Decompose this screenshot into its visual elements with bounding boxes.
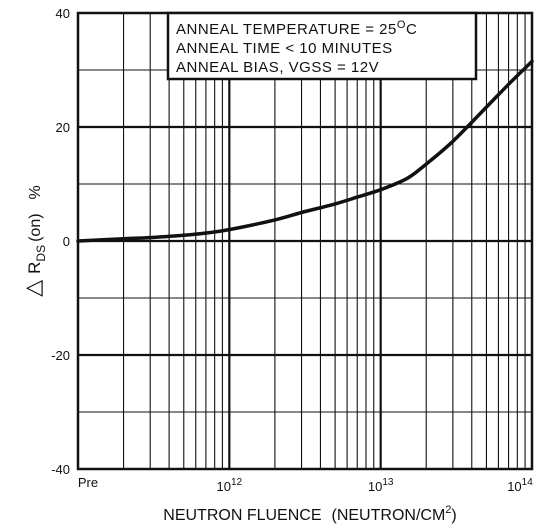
x-axis-title: NEUTRON FLUENCE (NEUTRON/CM2) (163, 504, 456, 524)
x-tick-label-pre: Pre (78, 475, 98, 490)
annotation-box-border (166, 11, 478, 81)
y-tick-label: 0 (63, 234, 70, 249)
annotation-box: ANNEAL TEMPERATURE = 25OC ANNEAL TIME < … (166, 11, 478, 81)
y-tick-label: -20 (51, 348, 70, 363)
x-tick-label: 1012 (217, 477, 243, 494)
delta-symbol: △ (20, 280, 45, 297)
y-tick-label: -40 (51, 462, 70, 477)
y-tick-label: 40 (56, 6, 70, 21)
x-tick-label: 1013 (368, 477, 394, 494)
series-layer (76, 59, 534, 243)
y-axis-title: △RDS(on)% (20, 185, 48, 297)
annotation-line-1: ANNEAL TEMPERATURE = 25OC (176, 19, 417, 38)
svg-text:△RDS(on)%: △RDS(on)% (20, 185, 48, 297)
annotation-line-3: ANNEAL BIAS, VGSS = 12V (176, 59, 379, 76)
tick-labels: 40 20 0 -20 -40 Pre 1012 1013 1014 (51, 6, 533, 494)
annotation-line-2: ANNEAL TIME < 10 MINUTES (176, 40, 393, 57)
grid (78, 13, 532, 469)
series-line (76, 59, 534, 243)
x-tick-label: 1014 (507, 477, 533, 494)
y-tick-label: 20 (56, 120, 70, 135)
